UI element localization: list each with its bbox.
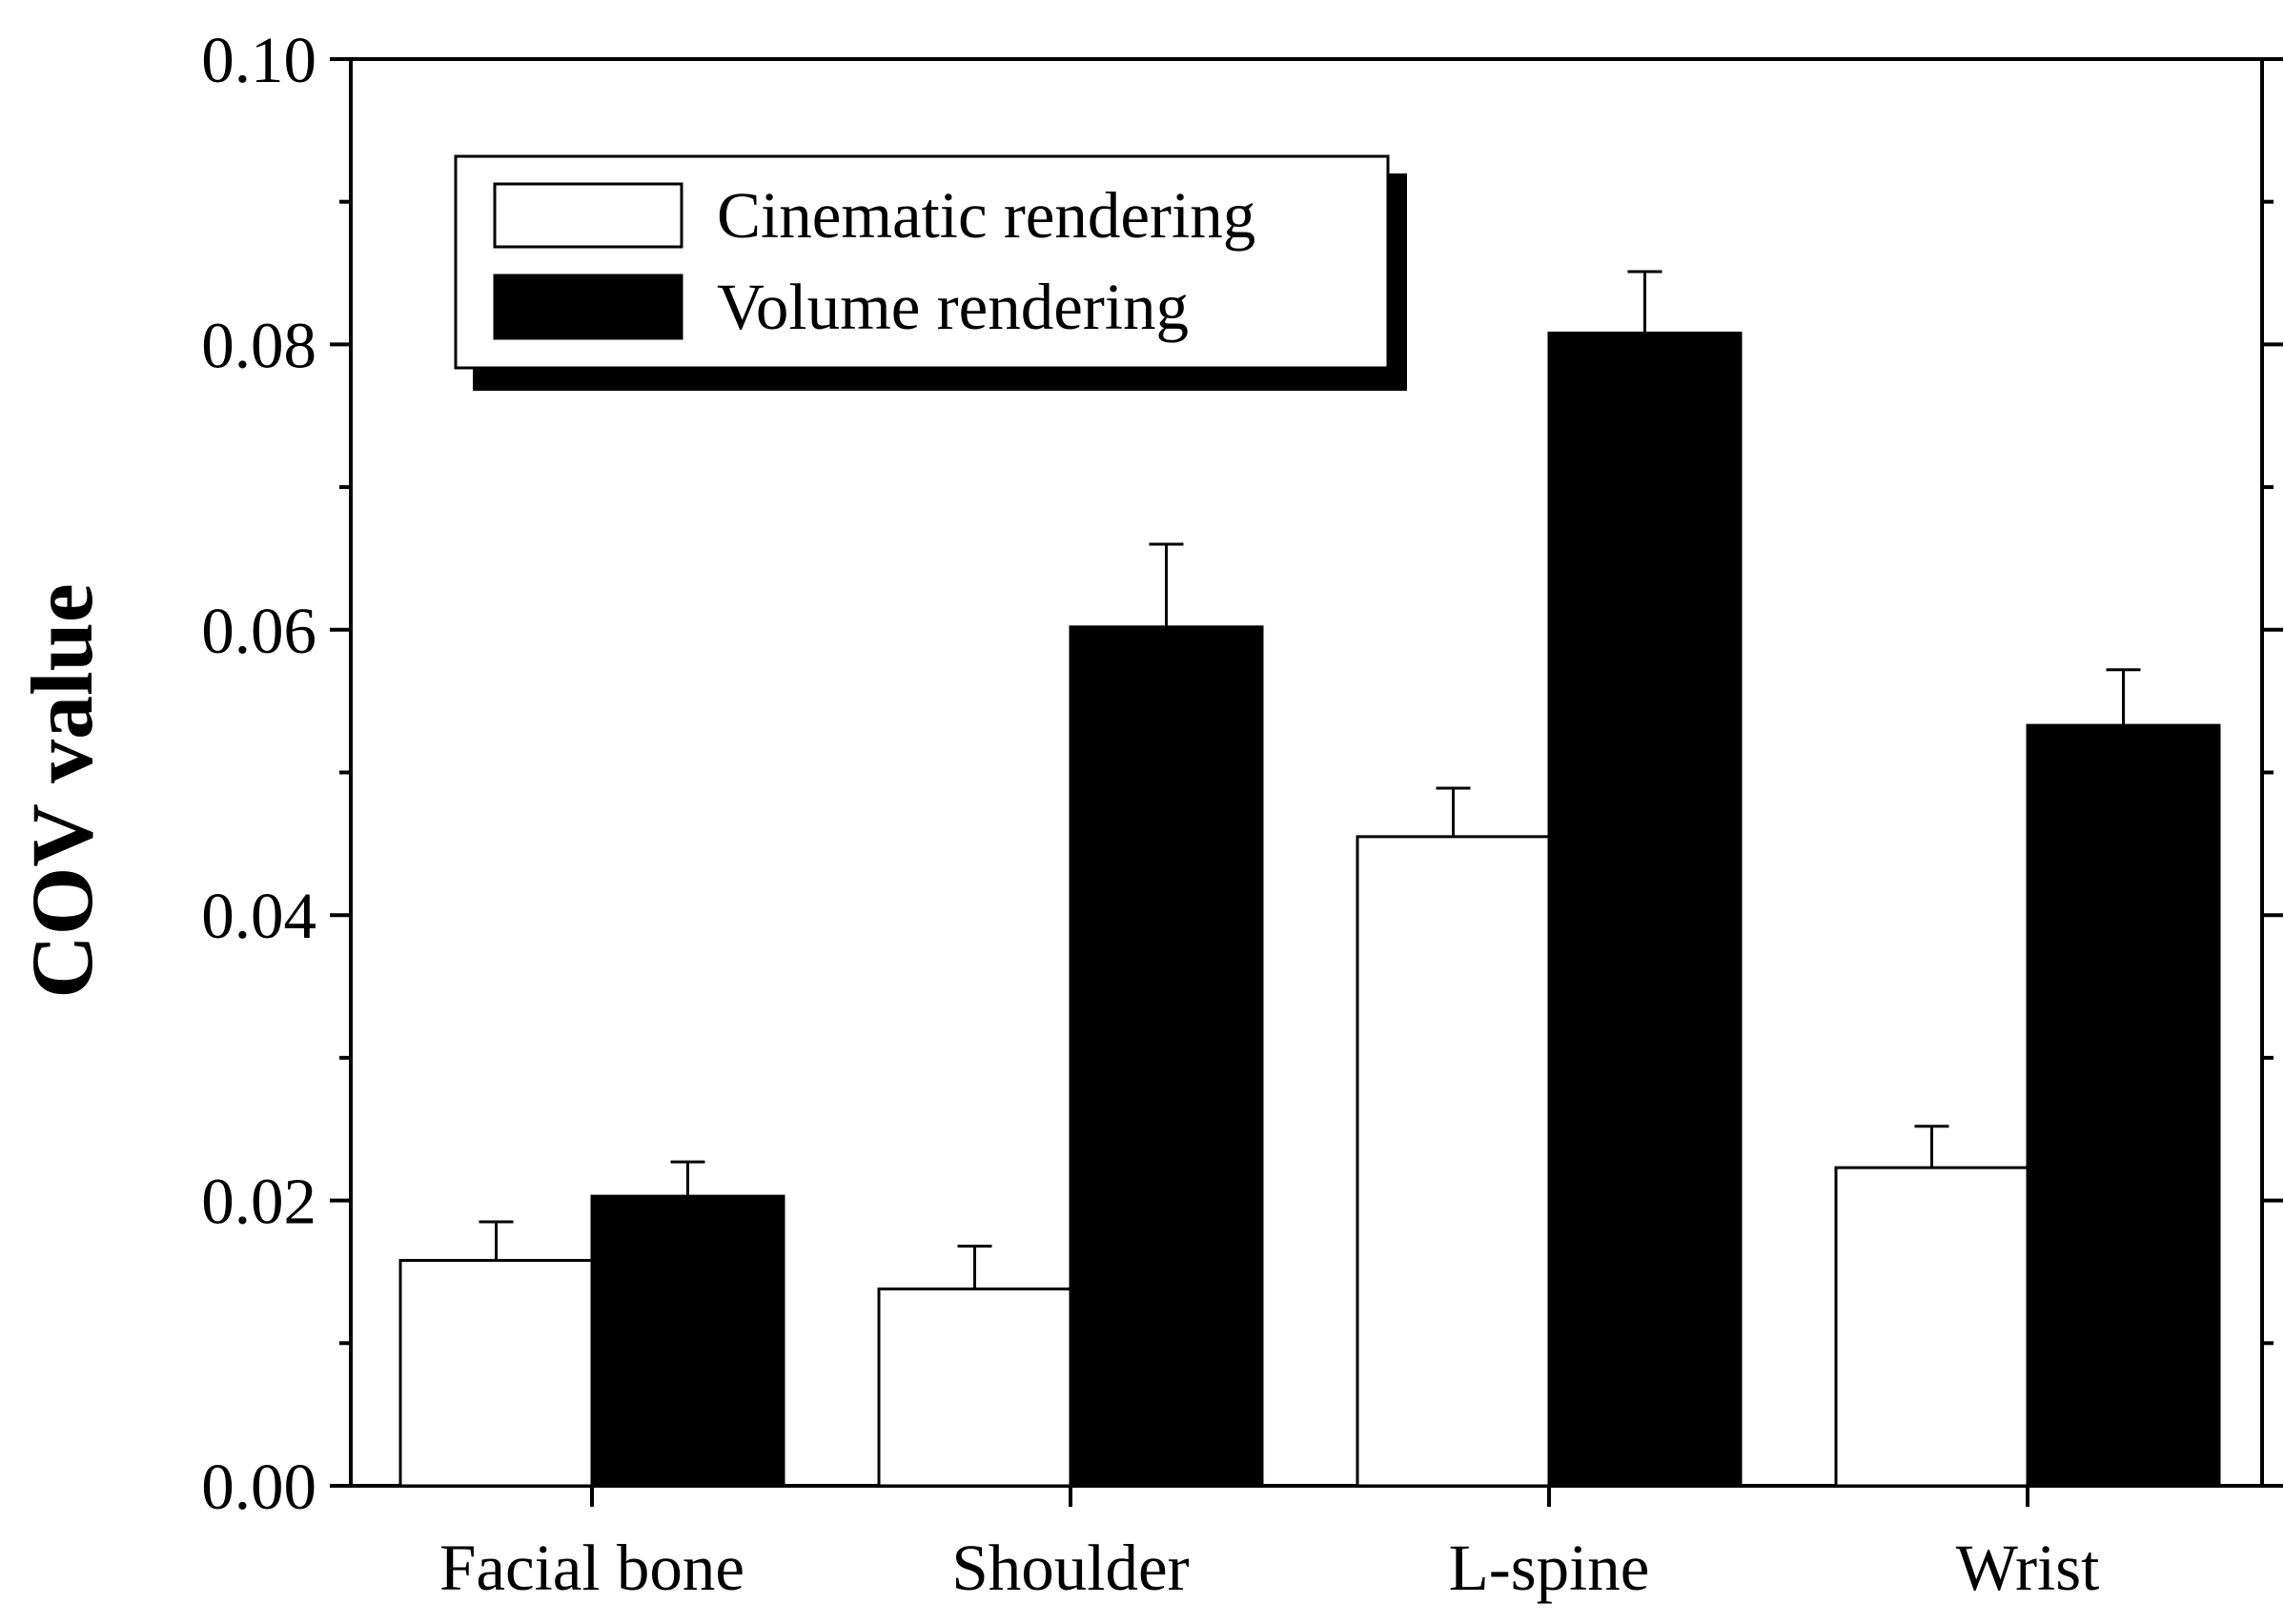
y-tick-label: 0.02 bbox=[201, 1166, 316, 1238]
bar-cinematic-l-spine bbox=[1356, 835, 1551, 1488]
bar-cinematic-wrist bbox=[1834, 1166, 2029, 1488]
y-tick-label: 0.00 bbox=[201, 1451, 316, 1523]
x-tick-label: Facial bone bbox=[439, 1532, 744, 1604]
error-bars bbox=[479, 270, 2141, 1289]
legend-swatch-cinematic bbox=[493, 182, 683, 249]
y-axis-title: COV value bbox=[13, 583, 111, 998]
bar-volume-facial-bone bbox=[590, 1194, 785, 1488]
bar-volume-l-spine bbox=[1547, 331, 1743, 1488]
x-tick-label: L-spine bbox=[1449, 1532, 1650, 1604]
axis-ticks: 0.00 0.02 0.04 0.06 0.08 0.10 Facial bone Shoul… bbox=[201, 24, 2283, 1604]
bar-cinematic-shoulder bbox=[877, 1287, 1072, 1488]
legend-swatch-volume bbox=[493, 274, 683, 340]
legend-label-volume: Volume rendering bbox=[717, 271, 1189, 343]
bar-volume-wrist bbox=[2026, 723, 2221, 1488]
legend: Cinematic rendering Volume rendering bbox=[454, 154, 1407, 391]
legend-label-cinematic: Cinematic rendering bbox=[717, 179, 1255, 252]
x-tick-label: Shoulder bbox=[951, 1532, 1189, 1604]
y-tick-label: 0.08 bbox=[201, 309, 316, 381]
bar-cinematic-facial-bone bbox=[398, 1258, 594, 1488]
bar-volume-shoulder bbox=[1069, 625, 1264, 1488]
y-tick-label: 0.10 bbox=[201, 24, 316, 96]
y-tick-label: 0.06 bbox=[201, 595, 316, 667]
bars bbox=[398, 331, 2221, 1488]
y-tick-label: 0.04 bbox=[201, 880, 316, 952]
x-tick-label: Wrist bbox=[1956, 1532, 2100, 1604]
